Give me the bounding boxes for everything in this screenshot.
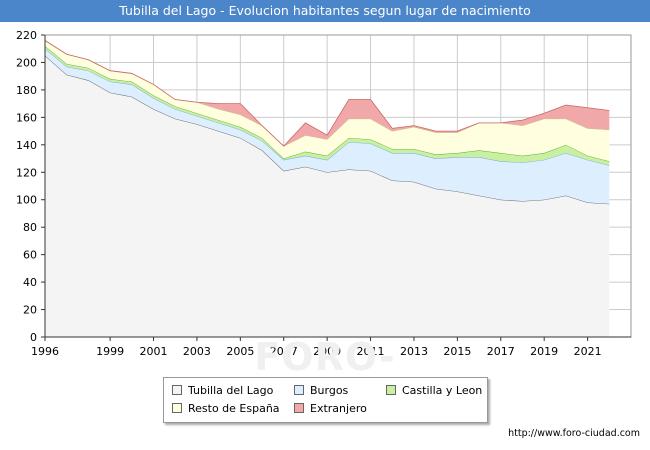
legend-swatch-burgos	[294, 385, 304, 395]
area-burgos	[45, 48, 610, 204]
chart-title: Tubilla del Lago - Evolucion habitantes …	[0, 0, 650, 22]
y-tick-label: 120	[16, 166, 37, 179]
legend-item-burgos: Burgos	[294, 384, 348, 398]
legend-label-resto: Resto de España	[188, 402, 280, 415]
y-tick-labels: 0 20 40 60 80 100 120 140 160 180 200 220	[16, 29, 37, 344]
x-tick-label: 2001	[140, 345, 168, 358]
legend-swatch-castilla	[386, 385, 396, 395]
area-resto-de-espa-a	[45, 40, 610, 162]
x-tick-label: 2017	[487, 345, 515, 358]
x-tick-label: 2003	[183, 345, 211, 358]
y-tick-label: 160	[16, 111, 37, 124]
legend-label-tubilla: Tubilla del Lago	[188, 384, 274, 397]
x-tick-label: 1996	[31, 345, 59, 358]
y-tick-label: 40	[23, 276, 37, 289]
x-tick-label: 2013	[400, 345, 428, 358]
y-tick-label: 20	[23, 304, 37, 317]
legend-swatch-resto	[172, 403, 182, 413]
x-tick-label: 2015	[443, 345, 471, 358]
y-tick-label: 140	[16, 139, 37, 152]
y-tick-label: 200	[16, 56, 37, 69]
x-tick-label: 2005	[226, 345, 254, 358]
chart-areas	[44, 40, 610, 338]
legend-label-burgos: Burgos	[310, 384, 349, 397]
legend-label-extranjero: Extranjero	[310, 402, 367, 415]
series-line-extranjero	[44, 40, 610, 147]
legend: Tubilla del Lago Burgos Castilla y Leon …	[163, 377, 488, 423]
x-tick-label: 2009	[313, 345, 341, 358]
axes	[41, 34, 632, 341]
y-tick-label: 220	[16, 29, 37, 42]
legend-item-tubilla: Tubilla del Lago	[172, 384, 273, 398]
y-tick-label: 100	[16, 194, 37, 207]
legend-swatch-tubilla	[172, 385, 182, 395]
x-tick-label: 2021	[574, 345, 602, 358]
x-tick-labels: 1996 1999 2001 2003 2005 2007 2009 2011 2013 2015…	[31, 345, 602, 358]
x-tick-label: 2019	[530, 345, 558, 358]
footer-url: http://www.foro-ciudad.com	[508, 428, 640, 439]
legend-item-resto: Resto de España	[172, 402, 280, 416]
y-tick-label: 80	[23, 221, 37, 234]
x-tick-label: 2007	[270, 345, 298, 358]
y-tick-label: 180	[16, 84, 37, 97]
y-tick-label: 60	[23, 249, 37, 262]
x-tick-label: 1999	[96, 345, 124, 358]
legend-item-extranjero: Extranjero	[294, 402, 367, 416]
area-tubilla-del-lago	[45, 55, 610, 338]
legend-item-castilla: Castilla y Leon	[386, 384, 482, 398]
y-tick-label: 0	[30, 331, 37, 344]
area-castilla-y-leon	[45, 45, 610, 166]
legend-swatch-extranjero	[294, 403, 304, 413]
x-tick-label: 2011	[357, 345, 385, 358]
legend-label-castilla: Castilla y Leon	[402, 384, 483, 397]
